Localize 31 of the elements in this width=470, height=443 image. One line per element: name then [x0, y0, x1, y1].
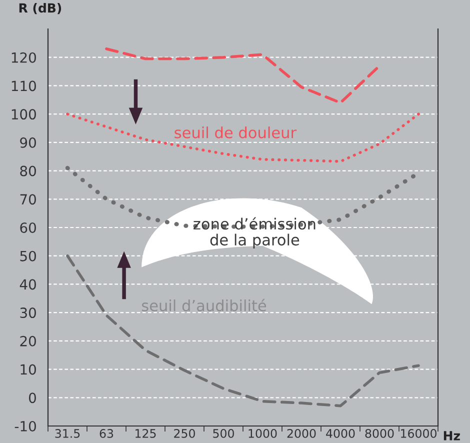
- x-tick-label: 500: [213, 428, 234, 438]
- x-tick-label: 125: [136, 428, 156, 438]
- x-axis-title: Hz: [444, 431, 460, 440]
- annotation: seuil de douleur: [174, 126, 297, 138]
- x-tick-label: 4000: [326, 428, 355, 438]
- annotation: zone d’émission de la parole: [194, 217, 316, 249]
- y-tick-label: 90: [20, 137, 36, 148]
- x-tick-label: 31.5: [55, 428, 80, 438]
- y-tick-label: 100: [12, 109, 36, 120]
- x-tick-label: 2000: [287, 428, 316, 438]
- x-tick-label: 8000: [365, 428, 394, 438]
- y-tick-label: 30: [20, 308, 36, 318]
- x-tick-label: 63: [100, 428, 114, 438]
- y-tick-label: 120: [12, 52, 36, 63]
- y-tick-label: -10: [14, 420, 36, 432]
- line-series: [66, 112, 420, 163]
- y-tick-label: 70: [20, 194, 36, 205]
- x-tick-label: 1000: [248, 428, 277, 438]
- x-tick-label: 16000: [401, 428, 436, 438]
- y-tick-label: 10: [20, 364, 36, 375]
- line-series: [105, 47, 381, 104]
- y-tick-label: 110: [12, 80, 36, 92]
- y-axis-title: R (dB): [19, 3, 62, 14]
- y-tick-label: 60: [20, 222, 36, 233]
- line-series: [66, 254, 420, 408]
- y-tick-label: 50: [20, 250, 36, 262]
- y-tick-label: 20: [20, 336, 36, 346]
- x-tick-label: 250: [174, 428, 195, 438]
- y-tick-label: 80: [20, 166, 36, 176]
- y-tick-label: 0: [28, 392, 36, 404]
- y-tick-label: 40: [20, 279, 36, 290]
